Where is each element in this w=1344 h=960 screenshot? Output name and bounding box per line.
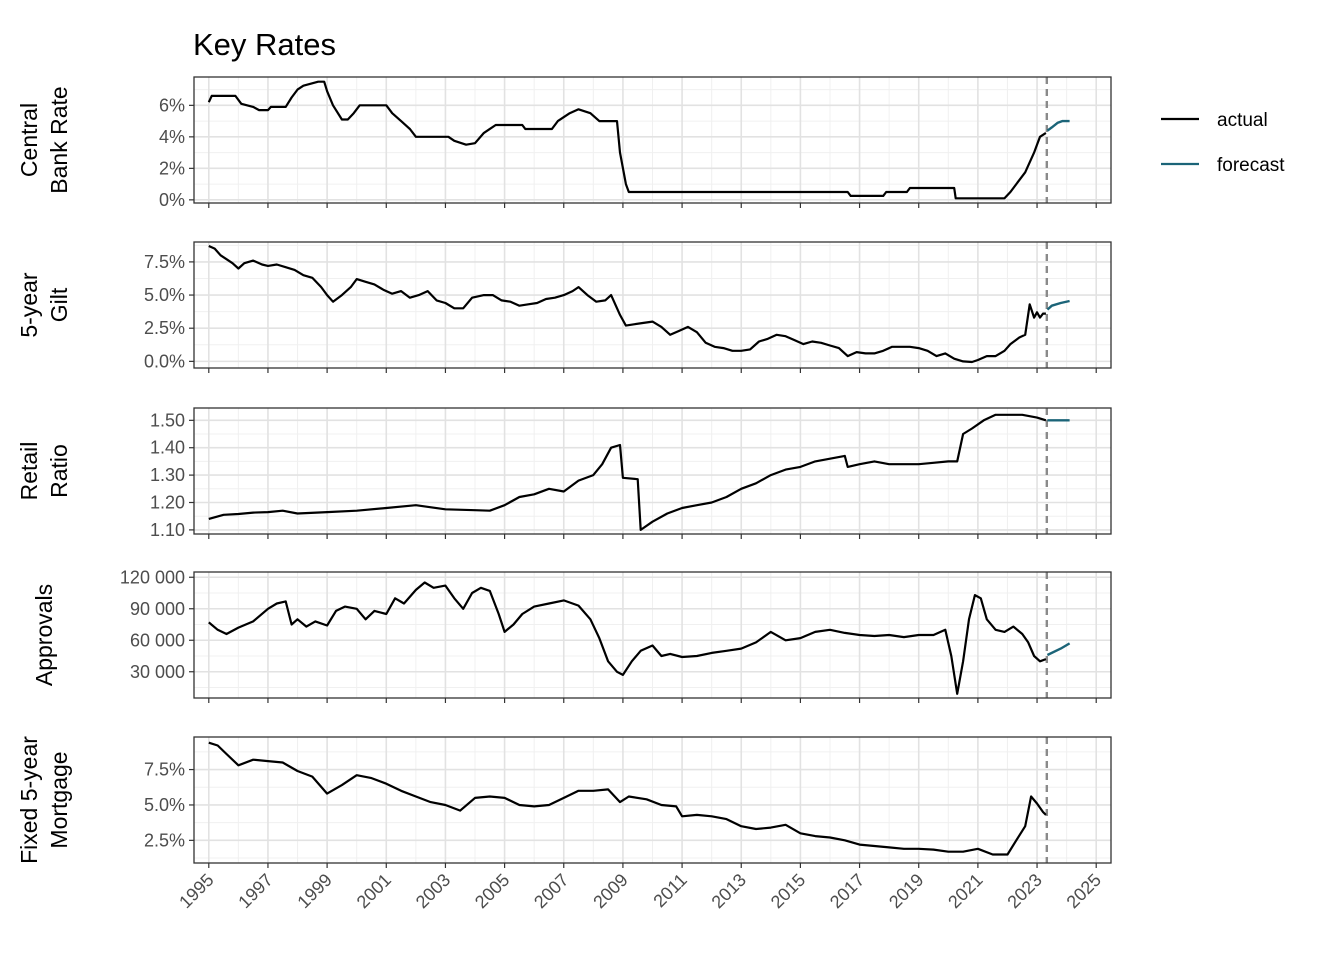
series-actual-line	[207, 80, 1047, 200]
y-tick-label: 7.5%	[144, 760, 185, 780]
x-tick-label: 2001	[353, 870, 395, 912]
y-tick-label: 30 000	[130, 662, 185, 682]
y-tick-label: 1.40	[150, 438, 185, 458]
y-tick-label: 60 000	[130, 630, 185, 650]
y-tick-label: 6%	[159, 95, 185, 115]
y-tick-label: 4%	[159, 127, 185, 147]
y-tick-label: 1.10	[150, 520, 185, 540]
y-tick-label: 2.5%	[144, 318, 185, 338]
y-tick-label: 2%	[159, 158, 185, 178]
y-tick-label: 0.0%	[144, 351, 185, 371]
x-tick-label: 2021	[944, 870, 986, 912]
x-tick-label: 2009	[589, 870, 631, 912]
x-tick-label: 2013	[708, 870, 750, 912]
y-axis-label: Fixed 5-year	[16, 736, 42, 864]
x-tick-label: 2023	[1003, 870, 1045, 912]
series-forecast-line	[1046, 299, 1070, 311]
legend-label-actual: actual	[1217, 110, 1268, 131]
x-tick-label: 2005	[471, 870, 513, 912]
y-tick-label: 1.50	[150, 410, 185, 430]
panel-1: 0% 2% 4% 6% Central Bank Rate	[16, 76, 1112, 210]
y-axis-label: Bank Rate	[46, 86, 72, 193]
y-axis-label: Gilt	[46, 287, 72, 322]
y-tick-label: 7.5%	[144, 252, 185, 272]
y-axis-label: 5-year	[16, 272, 42, 338]
panel-border	[193, 736, 1112, 864]
y-tick-label: 1.20	[150, 493, 185, 513]
y-axis-label: Retail	[16, 442, 42, 501]
x-tick-label: 1999	[293, 870, 335, 912]
series-actual-line	[208, 244, 1046, 364]
y-tick-label: 2.5%	[144, 830, 185, 850]
series-forecast-line	[1046, 642, 1071, 657]
series-actual-line	[208, 581, 1047, 695]
x-tick-label: 1995	[175, 870, 217, 912]
x-tick-label: 2025	[1063, 870, 1105, 912]
y-tick-label: 1.30	[150, 465, 185, 485]
y-tick-label: 5.0%	[144, 795, 185, 815]
y-tick-label: 120 000	[120, 567, 185, 587]
x-tick-label: 2007	[530, 870, 572, 912]
y-axis-label: Mortgage	[46, 751, 72, 848]
panel-border	[193, 76, 1112, 204]
x-tick-label: 2003	[412, 870, 454, 912]
panel-5: 2.5% 5.0% 7.5% Fixed 5-year Mortgage	[16, 736, 1112, 868]
x-tick-label: 1997	[234, 870, 276, 912]
panel-border	[193, 407, 1112, 535]
y-axis-label: Approvals	[31, 584, 57, 686]
y-axis-label: Central	[16, 103, 42, 177]
y-axis-label: Ratio	[46, 444, 72, 498]
panel-2: 0.0% 2.5% 5.0% 7.5% 5-year Gilt	[16, 241, 1112, 373]
chart-panels: 0% 2% 4% 6% Central Bank Rate 0.0% 2.5% 5.0% 7.5%…	[16, 76, 1112, 868]
x-axis: 1995 1997 1999 2001 2003 2005 2007 2009 2011 2013…	[175, 870, 1105, 912]
chart-title: Key Rates	[193, 27, 336, 62]
series-actual-line	[208, 413, 1047, 531]
x-tick-label: 2015	[767, 870, 809, 912]
y-tick-label: 0%	[159, 190, 185, 210]
y-tick-label: 90 000	[130, 599, 185, 619]
y-tick-label: 5.0%	[144, 285, 185, 305]
panel-border	[193, 571, 1112, 699]
panel-4: 30 000 60 000 90 000 120 000 Approvals	[31, 567, 1112, 703]
legend: actual forecast	[1161, 110, 1285, 176]
series-forecast-line	[1046, 119, 1070, 132]
panel-border	[193, 241, 1112, 369]
legend-label-forecast: forecast	[1217, 155, 1285, 176]
x-tick-label: 2011	[649, 870, 691, 912]
panel-3: 1.10 1.20 1.30 1.40 1.50 Retail Ratio	[16, 407, 1112, 540]
x-tick-label: 2017	[826, 870, 868, 912]
x-tick-label: 2019	[885, 870, 927, 912]
series-actual-line	[208, 741, 1047, 856]
